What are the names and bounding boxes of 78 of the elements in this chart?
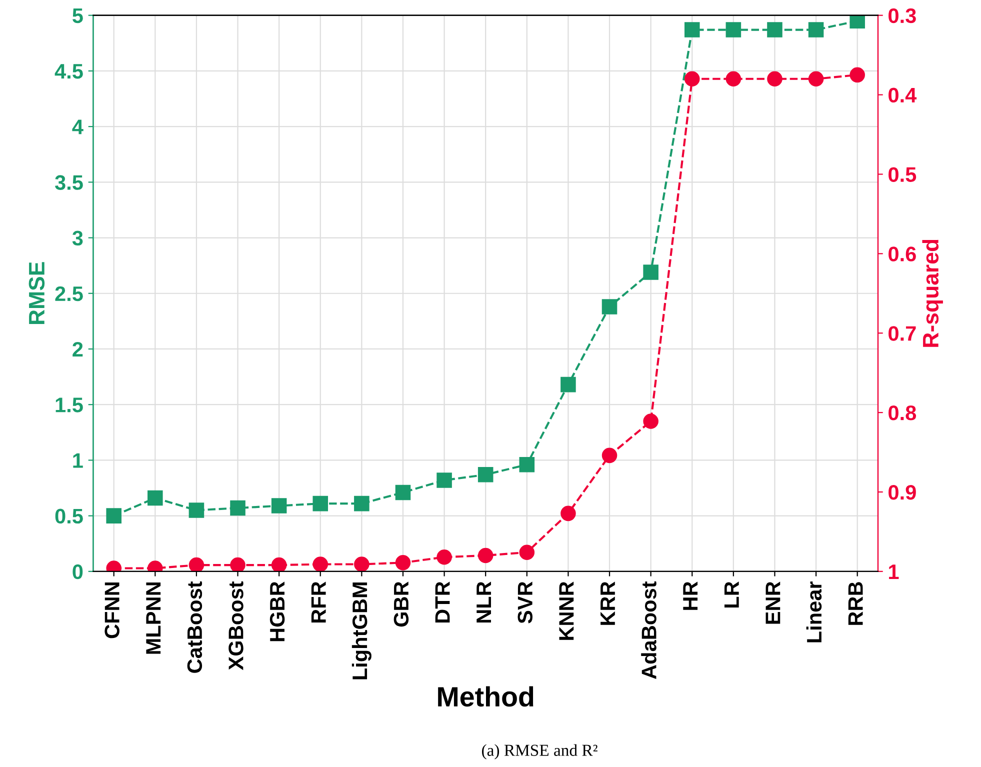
- point: [188, 502, 204, 518]
- point: [519, 457, 535, 472]
- point: [767, 71, 782, 87]
- point: [312, 556, 328, 572]
- point: [271, 557, 287, 572]
- x-tick-label: NLR: [476, 582, 491, 623]
- y-tick-label: 4.5: [54, 64, 83, 79]
- y-tick-label: 5: [72, 8, 83, 24]
- point: [726, 71, 742, 87]
- x-tick-label: CatBoost: [187, 581, 202, 673]
- point: [230, 557, 246, 572]
- point: [808, 22, 824, 38]
- x-tick-label: KRR: [600, 582, 615, 625]
- x-tick-label: LightGBM: [352, 582, 372, 680]
- point: [478, 467, 494, 482]
- y2-tick-label: 0.6: [888, 246, 916, 262]
- point: [354, 556, 370, 572]
- point: [560, 506, 576, 522]
- y-tick-label: 2.5: [55, 286, 83, 302]
- x-tick-label: SVR: [518, 582, 532, 624]
- x-tick-label: Linear: [806, 581, 822, 642]
- point: [395, 555, 411, 570]
- point: [148, 490, 163, 506]
- point: [850, 15, 865, 29]
- x-tick-label: ENR: [766, 582, 780, 624]
- point: [643, 414, 658, 429]
- y-tick-label: 4: [72, 120, 84, 134]
- y-tick-label: 1.5: [56, 398, 83, 412]
- point: [643, 264, 658, 280]
- y-tick-label: 1: [73, 453, 83, 468]
- point: [808, 71, 824, 87]
- point: [395, 484, 411, 500]
- x-tick-label: HR: [683, 582, 698, 610]
- text: (a) RMSE and R²: [482, 744, 598, 760]
- point: [436, 472, 452, 488]
- y2-tick-label: 0.3: [888, 8, 916, 24]
- x-tick-label: CFNN: [104, 582, 120, 638]
- x-tick-label: AdaBoost: [641, 581, 656, 679]
- y-tick-label: 0: [72, 564, 83, 580]
- point: [230, 500, 246, 516]
- y-tick-label: 2: [72, 342, 83, 357]
- y2-tick-label: 0.7: [888, 326, 916, 341]
- point: [478, 548, 494, 564]
- x-tick-label: DTR: [435, 582, 450, 623]
- point: [436, 549, 452, 565]
- point: [726, 22, 742, 38]
- x-tick-label: KNNR: [559, 582, 574, 640]
- point: [602, 299, 618, 314]
- y2-tick-label: 0.4: [888, 88, 917, 103]
- point: [519, 544, 535, 560]
- point: [767, 22, 782, 38]
- x-tick-label: LR: [724, 582, 739, 608]
- y-tick-label: 3.5: [54, 175, 83, 190]
- y2-tick-label: 0.9: [888, 484, 916, 500]
- point: [106, 508, 122, 524]
- y2-axis-title: R-squared: [922, 240, 943, 347]
- point: [354, 496, 370, 512]
- x-tick-label: RRB: [848, 582, 863, 625]
- point: [602, 448, 618, 464]
- point: [684, 22, 700, 38]
- y-axis-title: RMSE: [28, 262, 45, 324]
- x-tick-label: RFR: [311, 582, 326, 623]
- point: [271, 498, 287, 514]
- x-tick-label: MLPNN: [146, 582, 161, 654]
- y-tick-label: 0.5: [55, 508, 83, 524]
- x-tick-label: XGBoost: [228, 581, 244, 670]
- point: [312, 496, 328, 512]
- y2-tick-label: 0.8: [888, 406, 916, 420]
- x-tick-label: HGBR: [270, 582, 285, 642]
- point: [188, 557, 204, 572]
- x-axis-title: Method: [438, 686, 534, 707]
- y2-tick-label: 0.5: [888, 167, 916, 182]
- point: [850, 67, 865, 83]
- y2-tick-label: 1: [889, 564, 899, 579]
- x-tick-label: GBR: [394, 582, 409, 627]
- point: [560, 376, 576, 392]
- y-tick-label: 3: [72, 230, 83, 246]
- point: [684, 71, 700, 87]
